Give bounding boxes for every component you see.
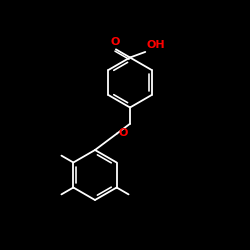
Text: O: O — [118, 128, 128, 138]
Text: OH: OH — [146, 40, 165, 50]
Text: O: O — [110, 37, 120, 48]
